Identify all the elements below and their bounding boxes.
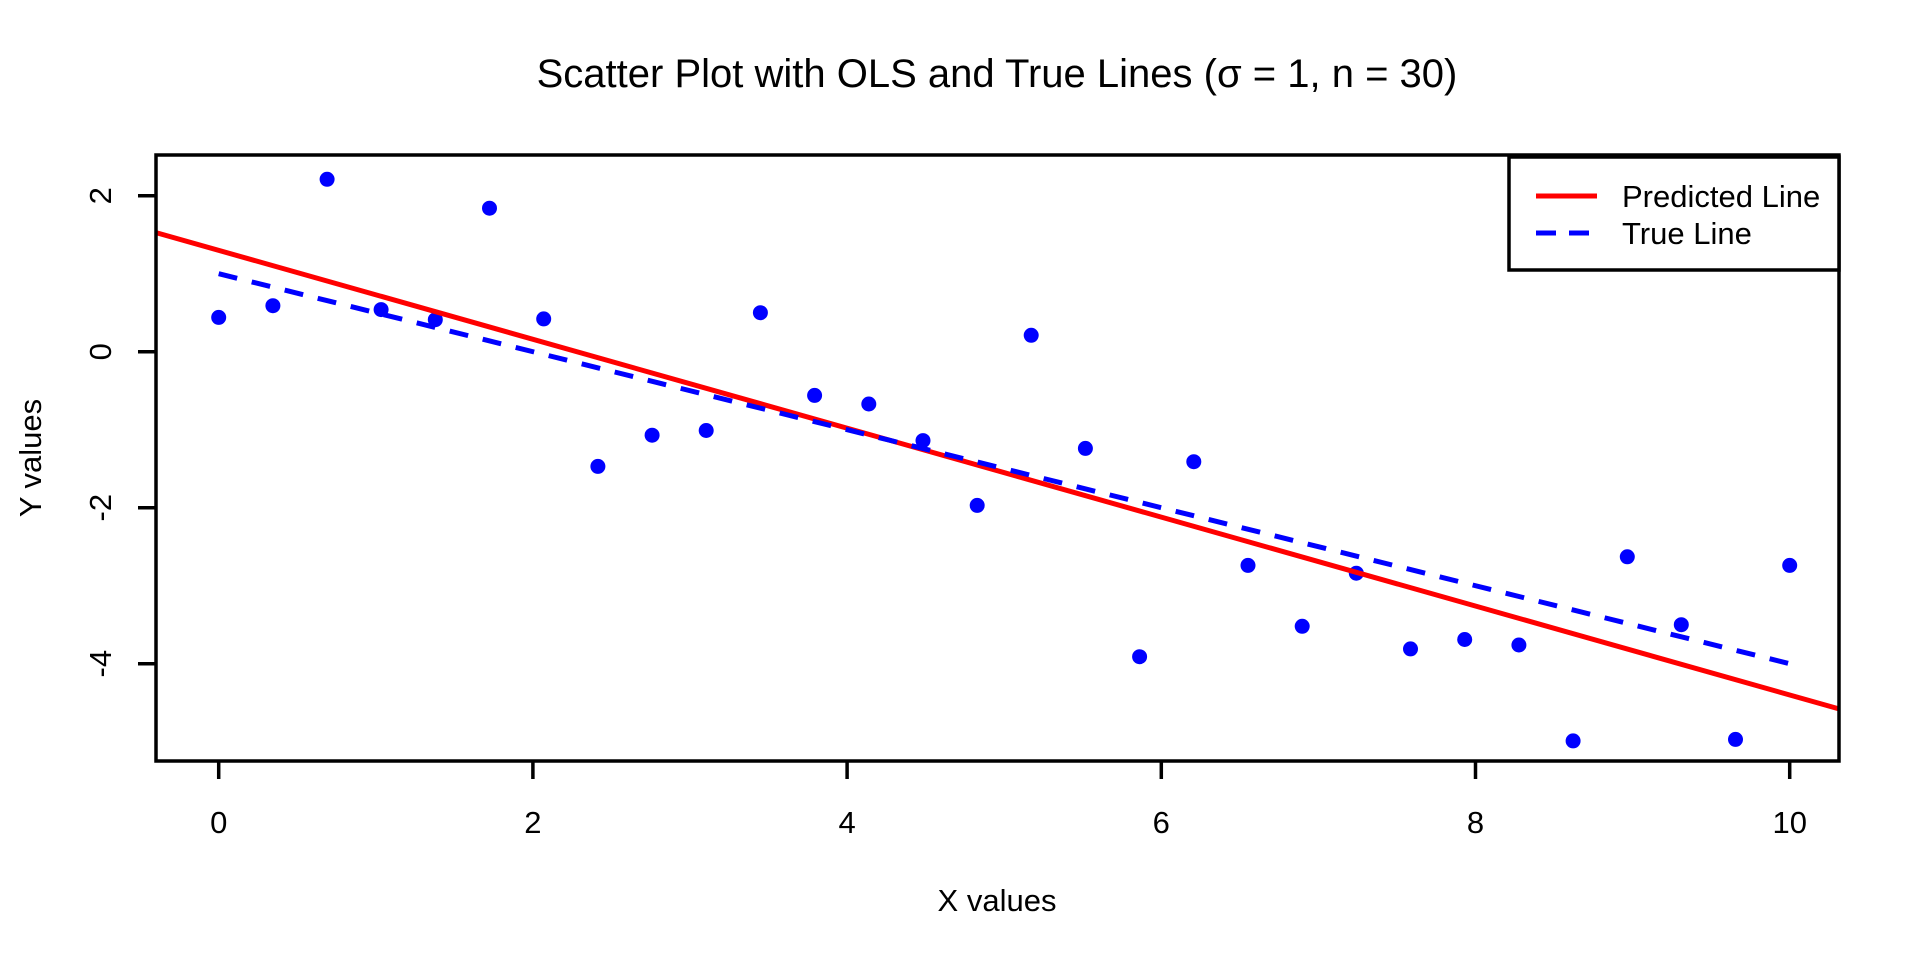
- scatter-point: [211, 309, 227, 325]
- y-axis-tick-label: 0: [83, 343, 118, 360]
- plot-border: [154, 153, 1841, 763]
- scatter-point: [590, 458, 606, 474]
- x-axis-tick-label: 8: [1467, 805, 1484, 840]
- scatter-point: [861, 396, 877, 412]
- legend-box: [1507, 155, 1841, 272]
- scatter-point: [1240, 557, 1256, 573]
- scatter-point: [1565, 733, 1581, 749]
- scatter-point: [536, 311, 552, 327]
- x-axis-tick-label: 6: [1153, 805, 1170, 840]
- scatter-point: [1186, 454, 1202, 470]
- scatter-point: [265, 298, 281, 314]
- scatter-point: [1023, 327, 1039, 343]
- x-axis: 0 2 4 6 8 10: [210, 761, 1807, 840]
- scatter-point: [482, 200, 497, 216]
- scatter-point: [969, 497, 985, 513]
- legend: Predicted Line True Line: [1507, 155, 1841, 272]
- scatter-point: [1457, 632, 1473, 647]
- y-axis-tick-label: -4: [83, 650, 118, 678]
- scatter-point: [1782, 557, 1798, 573]
- scatter-point: [1673, 617, 1689, 633]
- chart-title: Scatter Plot with OLS and True Lines (σ …: [537, 52, 1458, 96]
- x-axis-tick-label: 0: [210, 805, 227, 840]
- scatter-point: [1511, 637, 1527, 653]
- true-line: [218, 271, 1791, 667]
- scatter-point: [1077, 440, 1093, 456]
- scatter-points: [211, 171, 1798, 749]
- y-axis-tick-label: 2: [83, 187, 118, 204]
- scatter-point: [1132, 649, 1148, 665]
- y-axis: 2 0 -2 -4: [83, 187, 156, 677]
- x-axis-tick-label: 2: [524, 805, 541, 840]
- scatter-point: [915, 433, 931, 449]
- predicted-line: [155, 230, 1840, 712]
- scatter-point: [1294, 618, 1310, 634]
- scatter-point: [1403, 641, 1418, 657]
- scatter-point: [752, 305, 768, 321]
- legend-label-predicted: Predicted Line: [1622, 179, 1820, 214]
- scatter-point: [644, 427, 660, 443]
- y-axis-label: Y values: [13, 399, 48, 517]
- y-axis-tick-label: -2: [83, 494, 118, 522]
- scatter-point: [1728, 731, 1743, 747]
- x-axis-label: X values: [938, 883, 1057, 918]
- scatter-point: [698, 423, 714, 438]
- scatter-point: [807, 387, 823, 403]
- x-axis-tick-label: 10: [1772, 805, 1806, 840]
- scatter-point: [427, 312, 443, 328]
- scatter-point: [1619, 549, 1635, 565]
- x-axis-tick-label: 4: [838, 805, 855, 840]
- legend-label-true: True Line: [1622, 216, 1752, 251]
- scatter-point: [319, 171, 335, 187]
